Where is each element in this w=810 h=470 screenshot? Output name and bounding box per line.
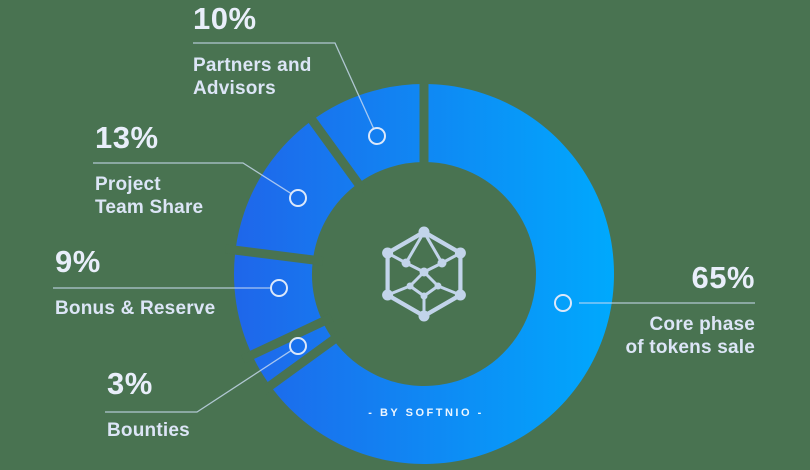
label-bonus-and-reserve: 9% Bonus & Reserve [55,246,215,320]
percent-value: 3% [107,366,153,401]
label-core-phase-of-tokens-sale: 65% Core phase of tokens sale [625,262,755,359]
byline-text: - BY SOFTNIO - [368,407,484,419]
percent-value: 13% [95,120,159,155]
label-bounties: 3% Bounties [107,368,190,442]
marker-bounties [289,337,307,355]
label-line: Core phase [649,314,755,335]
label-line: Bonus & Reserve [55,298,216,319]
callout-markers [270,127,572,355]
callout-line-partners [193,42,375,129]
label-text: Bonus & Reserve [55,297,215,320]
percent-value: 9% [55,244,101,279]
label-line: Team Share [95,197,204,218]
donut-slices [234,84,615,464]
label-project-team-share: 13% Project Team Share [95,122,203,219]
label-line: Bounties [107,420,190,441]
label-text: Core phase of tokens sale [625,313,755,359]
label-line: Project [95,174,161,195]
marker-team [289,189,307,207]
callout-lines [53,42,755,413]
slice-core-phase-of-tokens-sale [270,84,615,464]
label-text: Bounties [107,419,190,442]
logo-nodes [382,226,466,322]
slice-gap [302,109,368,195]
slice-gap [225,244,324,266]
slice-gap [241,313,334,364]
marker-bonus [270,279,288,297]
percent-value: 10% [193,1,257,36]
callout-line-team [93,162,292,195]
percent-value: 65% [691,260,755,295]
marker-partners [368,127,386,145]
label-line: of tokens sale [625,337,755,358]
slice-bounties [252,321,334,386]
label-text: Project Team Share [95,173,203,219]
label-line: Partners and [193,55,312,76]
slice-gap [259,330,345,396]
label-partners-and-advisors: 10% Partners and Advisors [193,3,312,100]
callout-line-bounties [105,349,292,413]
label-line: Advisors [193,78,276,99]
marker-core [554,294,572,312]
slice-gaps [225,74,429,396]
label-text: Partners and Advisors [193,54,312,100]
hexagon-network-logo [382,226,466,322]
